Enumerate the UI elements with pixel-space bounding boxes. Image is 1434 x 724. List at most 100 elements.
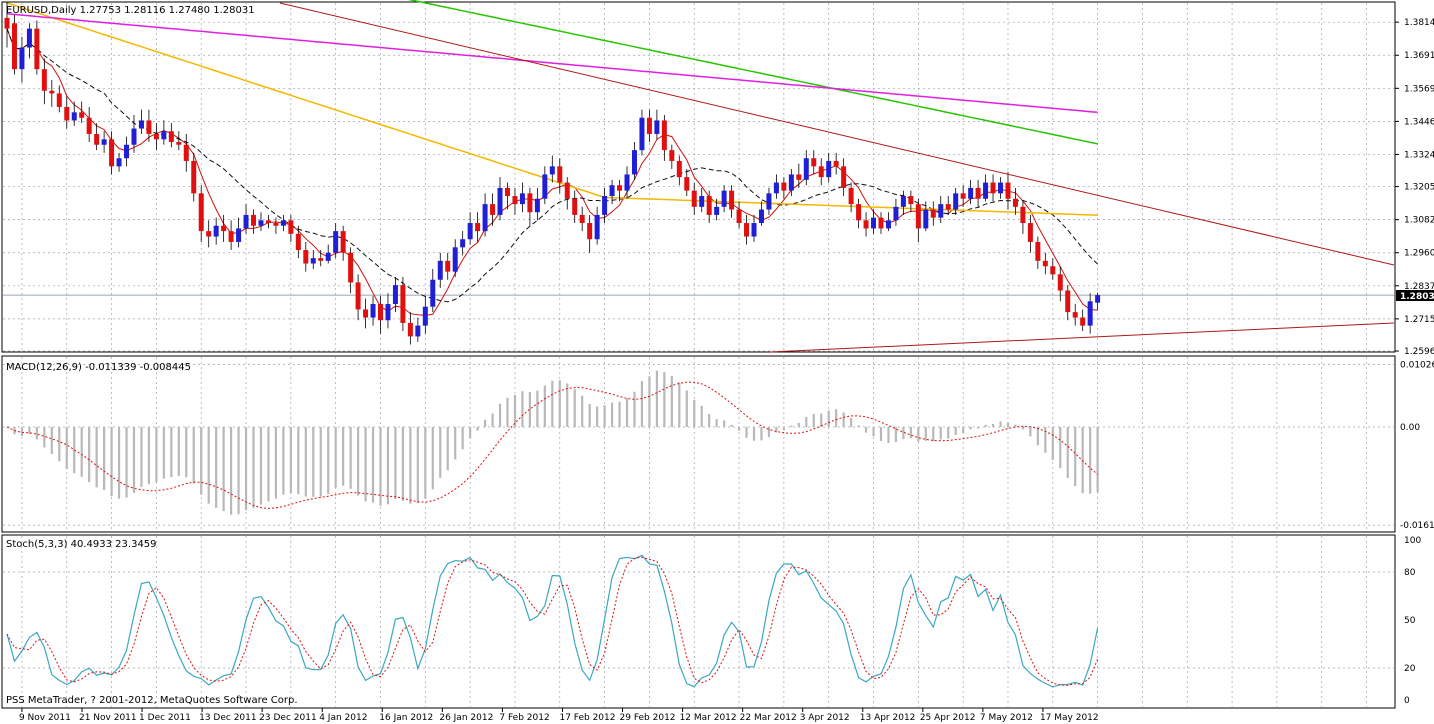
x-axis: 9 Nov 2011 21 Nov 2011 1 Dec 2011 13 Dec 20… bbox=[19, 708, 1099, 723]
bull-candle bbox=[258, 220, 264, 226]
bull-candle bbox=[803, 158, 809, 180]
stoch-header: Stoch(5,3,3) 40.4933 23.3459 bbox=[6, 539, 157, 550]
x-tick-label: 13 Apr 2012 bbox=[860, 713, 916, 723]
bull-candle bbox=[714, 206, 720, 215]
y-tick-label: 1.32050 bbox=[1404, 183, 1434, 193]
bear-candle bbox=[504, 187, 510, 197]
ma-300-line bbox=[6, 13, 1098, 114]
bull-candle bbox=[19, 47, 25, 70]
trendlines bbox=[279, 2, 1395, 353]
bull-candle bbox=[788, 174, 794, 191]
bear-candle bbox=[1057, 274, 1063, 291]
bear-candle bbox=[878, 217, 884, 229]
bull-candle bbox=[826, 160, 832, 178]
bear-candle bbox=[706, 196, 712, 215]
bull-candle bbox=[654, 120, 660, 134]
bear-candle bbox=[1027, 223, 1033, 242]
bull-candle bbox=[773, 182, 779, 194]
x-tick-label: 17 May 2012 bbox=[1040, 713, 1099, 723]
bear-candle bbox=[265, 220, 271, 224]
bear-candle bbox=[669, 150, 675, 161]
bull-candle bbox=[953, 193, 959, 210]
y-tick-label: 1.28375 bbox=[1404, 282, 1434, 292]
bull-candle bbox=[534, 198, 540, 213]
bear-candle bbox=[475, 223, 481, 232]
bull-candle bbox=[766, 193, 772, 210]
stoch-main-line bbox=[6, 554, 1099, 688]
bull-candle bbox=[71, 112, 77, 121]
bull-candle bbox=[549, 166, 555, 175]
bull-candle bbox=[923, 209, 929, 229]
bear-candle bbox=[4, 17, 10, 29]
bear-candle bbox=[579, 214, 585, 224]
ma-fast-line bbox=[6, 28, 1098, 316]
macd-header: MACD(12,26,9) -0.011339 -0.008445 bbox=[6, 362, 191, 373]
bull-candle bbox=[26, 28, 32, 48]
bull-candle bbox=[1095, 295, 1101, 303]
bull-candle bbox=[460, 239, 466, 248]
ma-slow-line bbox=[6, 28, 1098, 303]
y-tick-label: 1.35690 bbox=[1404, 84, 1434, 94]
bull-candle bbox=[101, 139, 107, 145]
bear-candle bbox=[744, 223, 750, 237]
y-tick-label: 1.29600 bbox=[1404, 249, 1434, 259]
bear-candle bbox=[445, 260, 451, 272]
x-tick-label: 21 Nov 2011 bbox=[79, 713, 137, 723]
bull-candle bbox=[751, 223, 757, 237]
bear-candle bbox=[557, 166, 563, 183]
bear-candle bbox=[1072, 312, 1078, 318]
bear-candle bbox=[251, 214, 257, 226]
bear-candle bbox=[908, 196, 914, 205]
bear-candle bbox=[318, 258, 324, 261]
bull-candle bbox=[542, 174, 548, 199]
y-axes: 1.38140 1.36915 1.35690 1.34465 1.33240 1.320… bbox=[1395, 18, 1434, 706]
ma-200-line bbox=[407, 0, 1098, 145]
bull-candle bbox=[699, 196, 705, 207]
bull-candle bbox=[161, 131, 167, 140]
x-tick-label: 1 Dec 2011 bbox=[139, 713, 191, 723]
stoch-signal-line bbox=[6, 556, 1099, 686]
grid bbox=[3, 3, 1394, 707]
x-tick-label: 9 Nov 2011 bbox=[19, 713, 71, 723]
bear-candle bbox=[856, 204, 862, 221]
bear-candle bbox=[617, 185, 623, 191]
bull-candle bbox=[467, 223, 473, 240]
bear-candle bbox=[691, 190, 697, 207]
bear-candle bbox=[915, 204, 921, 229]
bear-candle bbox=[1080, 317, 1086, 326]
bear-candle bbox=[960, 193, 966, 199]
bear-candle bbox=[295, 233, 301, 251]
bull-candle bbox=[236, 228, 242, 242]
bear-candle bbox=[49, 90, 55, 94]
bear-candle bbox=[527, 193, 533, 213]
y-tick-label: 50 bbox=[1404, 616, 1416, 626]
y-tick-label: 0 bbox=[1404, 696, 1410, 706]
bear-candle bbox=[1012, 198, 1018, 207]
bear-candle bbox=[729, 190, 735, 210]
bear-candle bbox=[146, 120, 152, 134]
bear-candle bbox=[646, 117, 652, 134]
bull-candle bbox=[758, 209, 764, 224]
y-tick-label: 100 bbox=[1404, 536, 1421, 546]
bear-candle bbox=[303, 250, 309, 264]
bear-candle bbox=[191, 160, 197, 194]
y-tick-label: -0.016137 bbox=[1400, 521, 1434, 531]
current-price-label: 1.28031 bbox=[1400, 292, 1434, 302]
x-tick-label: 3 Apr 2012 bbox=[800, 713, 850, 723]
bear-candle bbox=[56, 93, 62, 107]
bull-candle bbox=[639, 117, 645, 151]
bear-candle bbox=[363, 309, 369, 318]
bull-candle bbox=[116, 158, 122, 167]
x-tick-label: 4 Jan 2012 bbox=[319, 713, 367, 723]
bear-candle bbox=[1035, 241, 1041, 261]
x-tick-label: 13 Dec 2011 bbox=[199, 713, 257, 723]
x-tick-label: 12 Mar 2012 bbox=[680, 713, 737, 723]
bear-candle bbox=[848, 187, 854, 205]
bear-candle bbox=[1065, 290, 1071, 313]
bull-candle bbox=[124, 144, 130, 159]
bear-candle bbox=[109, 139, 115, 167]
bull-candle bbox=[1087, 301, 1093, 326]
current-price-badge bbox=[1396, 290, 1434, 301]
bear-candle bbox=[1020, 206, 1026, 224]
